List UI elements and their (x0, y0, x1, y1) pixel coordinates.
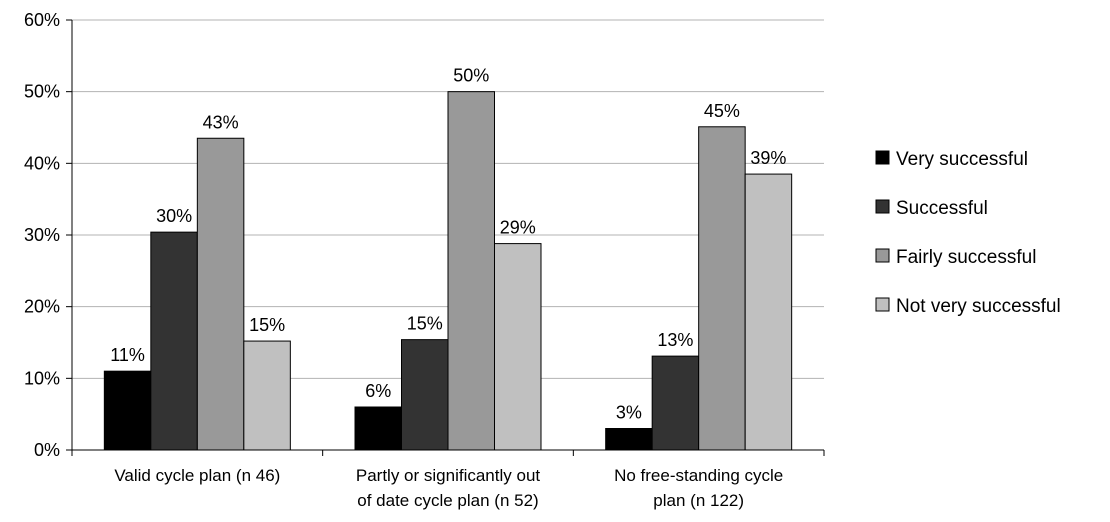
data-label: 3% (616, 403, 642, 423)
data-label: 15% (249, 315, 285, 335)
y-tick-label: 60% (24, 10, 60, 30)
y-axis: 0% 10% 20% 30% 40% 50% 60% (24, 10, 73, 460)
data-label: 39% (750, 148, 786, 168)
bar (103, 370, 152, 451)
category-label: plan (n 122) (653, 491, 744, 510)
y-tick-label: 30% (24, 225, 60, 245)
y-tick-label: 0% (34, 440, 60, 460)
bar (744, 173, 793, 451)
legend-swatch (875, 150, 890, 165)
legend-swatch (875, 297, 890, 312)
bar (698, 126, 746, 451)
data-label: 45% (704, 101, 740, 121)
x-axis: Valid cycle plan (n 46) Partly or signifi… (71, 449, 825, 510)
category-label: of date cycle plan (n 52) (357, 491, 538, 510)
legend-swatch (875, 199, 890, 214)
y-tick-label: 10% (24, 368, 60, 388)
y-tick-label: 50% (24, 82, 60, 102)
category-label: Partly or significantly out (356, 466, 541, 485)
data-label: 6% (365, 381, 391, 401)
bar (354, 406, 402, 451)
bar (605, 428, 653, 451)
bar (401, 339, 449, 451)
data-label: 13% (657, 330, 693, 350)
bar (651, 355, 700, 451)
data-label: 29% (500, 218, 536, 238)
legend-label: Very successful (896, 149, 1028, 170)
bar (243, 340, 291, 451)
bar (494, 243, 542, 451)
legend-swatch (875, 248, 890, 263)
bars: 11% 30% 43% 15% 6% 15% 50% 29% 3% 13% 45% 39% (103, 66, 793, 451)
legend-label: Not very successful (896, 296, 1061, 317)
legend-label: Successful (896, 198, 988, 219)
y-tick-label: 40% (24, 153, 60, 173)
legend: Very successful Successful Fairly successf… (875, 149, 1061, 317)
data-label: 50% (453, 66, 489, 86)
data-label: 15% (407, 314, 443, 334)
data-label: 30% (156, 206, 192, 226)
bar (150, 231, 198, 451)
legend-label: Fairly successful (896, 247, 1036, 268)
data-label: 43% (203, 112, 239, 132)
category-label: No free-standing cycle (614, 466, 783, 485)
y-tick-label: 20% (24, 297, 60, 317)
data-label: 11% (110, 345, 145, 365)
bar (447, 91, 495, 451)
bar (196, 137, 245, 451)
category-label: Valid cycle plan (n 46) (114, 466, 280, 485)
